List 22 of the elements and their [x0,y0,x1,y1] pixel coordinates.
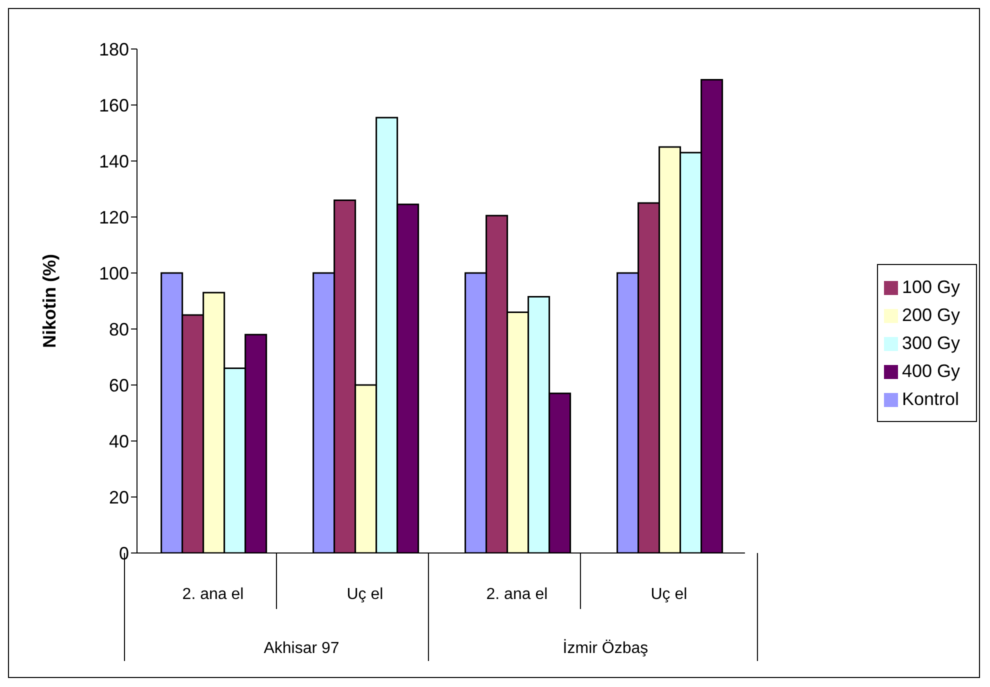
y-tick-label: 40 [108,431,129,452]
legend-label: Kontrol [902,389,959,409]
text: İzmir Özbaş [562,639,648,657]
y-tick-label: 160 [98,95,129,116]
x-tick-label: 2. ana el [486,586,548,603]
x-tick-label: Uç el [650,586,688,603]
legend-label: 300 Gy [902,333,960,353]
legend-label: 100 Gy [902,277,960,297]
y-tick-label: 100 [98,263,129,284]
y-tick-label: 20 [108,487,129,508]
legend-label: 200 Gy [902,305,960,325]
y-tick-label: 80 [108,319,129,340]
y-tick-label: 120 [98,207,129,228]
legend-label: 400 Gy [902,361,960,381]
y-tick-label: 60 [108,375,129,396]
y-tick-label: 0 [118,543,129,564]
x-tick-label: 2. ana el [182,586,244,603]
text: Akhisar 97 [264,640,340,657]
y-tick-label: 180 [98,39,129,60]
x-tick-label: Uç el [346,586,384,603]
y-tick-label: 140 [98,151,129,172]
y-axis-title: Nikotin (%) [39,254,60,348]
